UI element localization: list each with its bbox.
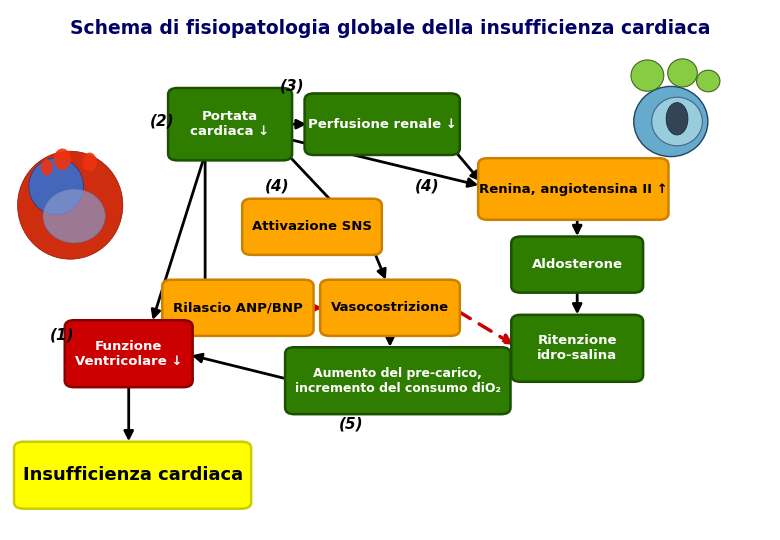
FancyArrowPatch shape <box>190 310 200 320</box>
FancyBboxPatch shape <box>65 320 193 387</box>
Ellipse shape <box>666 103 688 135</box>
Ellipse shape <box>668 59 697 87</box>
Ellipse shape <box>651 97 702 146</box>
FancyBboxPatch shape <box>512 237 643 293</box>
Text: Rilascio ANP/BNP: Rilascio ANP/BNP <box>173 301 303 314</box>
FancyBboxPatch shape <box>512 315 643 382</box>
FancyArrowPatch shape <box>282 148 346 217</box>
Text: Aumento del pre-carico,
incremento del consumo diO₂: Aumento del pre-carico, incremento del c… <box>295 367 501 395</box>
Text: Schema di fisiopatologia globale della insufficienza cardiaca: Schema di fisiopatologia globale della i… <box>69 19 711 38</box>
FancyArrowPatch shape <box>310 304 318 312</box>
FancyArrowPatch shape <box>152 160 203 317</box>
Ellipse shape <box>41 159 53 176</box>
Text: (4): (4) <box>264 179 289 194</box>
Text: (1): (1) <box>50 327 75 342</box>
Text: Aldosterone: Aldosterone <box>532 258 622 271</box>
Text: Renina, angiotensina II ↑: Renina, angiotensina II ↑ <box>479 183 668 195</box>
Ellipse shape <box>29 158 83 215</box>
FancyBboxPatch shape <box>304 93 459 155</box>
Text: (5): (5) <box>339 416 363 431</box>
Text: Funzione
Ventricolare ↓: Funzione Ventricolare ↓ <box>75 340 183 368</box>
Text: (3): (3) <box>280 79 305 94</box>
FancyArrowPatch shape <box>510 355 519 362</box>
FancyArrowPatch shape <box>195 354 287 379</box>
FancyArrowPatch shape <box>201 161 209 295</box>
FancyArrowPatch shape <box>573 220 581 233</box>
FancyBboxPatch shape <box>162 280 314 336</box>
FancyArrowPatch shape <box>386 336 394 343</box>
FancyArrowPatch shape <box>289 139 475 186</box>
FancyArrowPatch shape <box>375 255 385 277</box>
FancyArrowPatch shape <box>457 153 479 179</box>
Text: Perfusione renale ↓: Perfusione renale ↓ <box>308 118 456 131</box>
FancyBboxPatch shape <box>478 158 668 220</box>
Ellipse shape <box>633 86 707 157</box>
FancyArrowPatch shape <box>125 388 133 438</box>
FancyBboxPatch shape <box>320 280 459 336</box>
Text: Attivazione SNS: Attivazione SNS <box>252 220 372 233</box>
Text: (4): (4) <box>415 179 440 194</box>
FancyBboxPatch shape <box>14 442 251 509</box>
FancyArrowPatch shape <box>573 293 581 311</box>
Ellipse shape <box>54 148 71 170</box>
Ellipse shape <box>697 70 720 92</box>
FancyBboxPatch shape <box>285 347 511 414</box>
FancyBboxPatch shape <box>168 88 292 160</box>
FancyBboxPatch shape <box>242 199 382 255</box>
Text: Portata
cardiaca ↓: Portata cardiaca ↓ <box>190 110 270 138</box>
Text: Insufficienza cardiaca: Insufficienza cardiaca <box>23 466 243 484</box>
FancyArrowPatch shape <box>292 120 303 128</box>
Text: (2): (2) <box>150 114 175 129</box>
Text: Vasocostrizione: Vasocostrizione <box>331 301 449 314</box>
Text: Ritenzione
idro-salina: Ritenzione idro-salina <box>537 334 617 362</box>
Ellipse shape <box>631 60 664 91</box>
FancyArrowPatch shape <box>459 312 510 343</box>
Ellipse shape <box>83 152 97 172</box>
Ellipse shape <box>43 189 105 243</box>
Ellipse shape <box>17 151 123 259</box>
